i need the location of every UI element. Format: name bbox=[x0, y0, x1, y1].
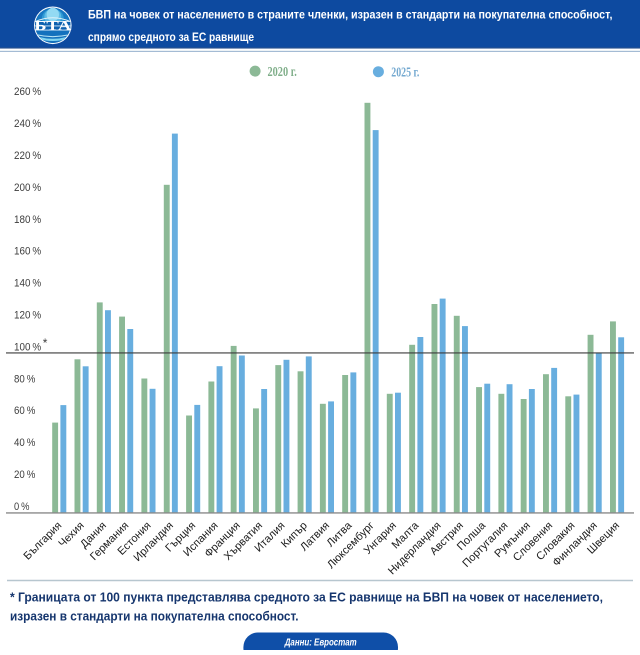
svg-text:120 %: 120 % bbox=[14, 310, 41, 322]
svg-text:БТА: БТА bbox=[34, 18, 72, 33]
svg-text:140 %: 140 % bbox=[14, 278, 41, 290]
svg-text:100 %*: 100 %* bbox=[14, 336, 48, 354]
svg-text:240 %: 240 % bbox=[14, 118, 41, 130]
svg-text:220 %: 220 % bbox=[14, 150, 41, 162]
svg-text:* Границата от 100 пункта пред: * Границата от 100 пункта представлява с… bbox=[10, 590, 603, 605]
svg-text:260 %: 260 % bbox=[14, 86, 41, 98]
svg-text:2025 г.: 2025 г. bbox=[391, 65, 419, 80]
svg-text:80 %: 80 % bbox=[14, 373, 35, 385]
svg-text:БВП на човек от населението в: БВП на човек от населението в страните ч… bbox=[88, 8, 613, 22]
svg-text:изразен в стандарти на покупат: изразен в стандарти на покупателна спосо… bbox=[10, 609, 299, 624]
svg-text:160 %: 160 % bbox=[14, 246, 41, 258]
svg-text:180 %: 180 % bbox=[14, 214, 41, 226]
svg-text:Данни: Евростат: Данни: Евростат bbox=[284, 637, 357, 649]
svg-text:60 %: 60 % bbox=[14, 405, 35, 417]
svg-text:2020 г.: 2020 г. bbox=[268, 64, 297, 79]
svg-text:0 %: 0 % bbox=[14, 501, 30, 513]
svg-text:200 %: 200 % bbox=[14, 182, 41, 194]
svg-text:20 %: 20 % bbox=[14, 469, 35, 481]
svg-text:40 %: 40 % bbox=[14, 437, 35, 449]
svg-text:спрямо средното за ЕС равнище: спрямо средното за ЕС равнище bbox=[88, 30, 254, 44]
